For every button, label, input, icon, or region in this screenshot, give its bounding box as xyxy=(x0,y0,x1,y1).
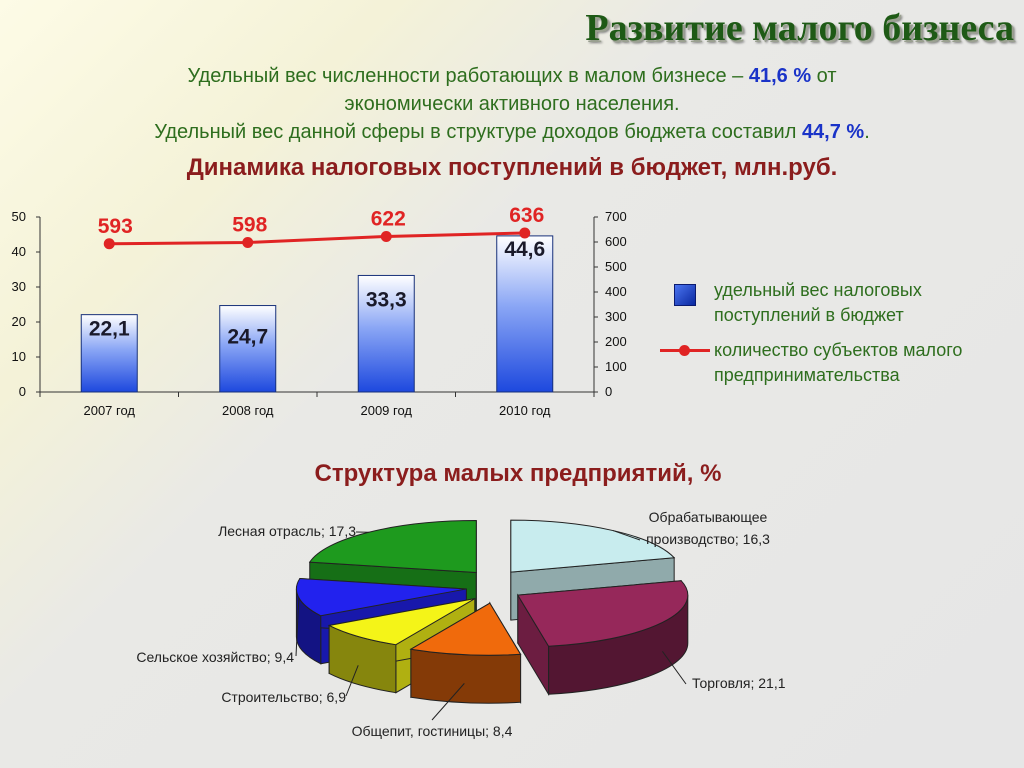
intro-line-1-tail: от xyxy=(811,65,837,87)
left-tick-label: 10 xyxy=(12,349,26,364)
right-tick-label: 100 xyxy=(605,359,627,374)
category-label: 2008 год xyxy=(222,403,274,418)
line-point xyxy=(242,237,254,248)
pie-slice-top xyxy=(510,519,676,573)
pie-label: Лесная отрасль; 17,3 xyxy=(218,523,356,539)
combo-chart-legend: удельный вес налоговых поступлений в бюд… xyxy=(658,278,1018,398)
left-tick-label: 30 xyxy=(12,279,26,294)
page-title: Развитие малого бизнеса xyxy=(585,7,1014,49)
intro-line-1: Удельный вес численности работающих в ма… xyxy=(0,62,1024,90)
line-value-label: 598 xyxy=(232,214,267,237)
legend-line-label: количество субъектов малого предпринимат… xyxy=(714,340,963,385)
bar-value-label: 22,1 xyxy=(89,318,130,341)
legend-line-swatch xyxy=(660,345,710,356)
category-label: 2007 год xyxy=(83,403,135,418)
legend-item-line: количество субъектов малого предпринимат… xyxy=(658,338,1018,388)
employment-share-value: 41,6 % xyxy=(748,65,812,87)
pie-label: Торговля; 21,1 xyxy=(692,675,786,691)
right-tick-label: 300 xyxy=(605,309,627,324)
category-label: 2009 год xyxy=(360,403,412,418)
pie-slice-wall xyxy=(410,648,522,704)
intro-line-1-text: Удельный вес численности работающих в ма… xyxy=(187,65,749,87)
line-value-label: 622 xyxy=(371,208,406,231)
bar-value-label: 24,7 xyxy=(227,326,268,349)
right-tick-label: 500 xyxy=(605,259,627,274)
legend-item-bars: удельный вес налоговых поступлений в бюд… xyxy=(658,278,1018,328)
intro-line-3-tail: . xyxy=(864,121,870,143)
right-tick-label: 400 xyxy=(605,284,627,299)
pie-slice xyxy=(516,580,689,697)
pie-label: Общепит, гостиницы; 8,4 xyxy=(352,723,513,739)
pie-label: Строительство; 6,9 xyxy=(221,689,346,705)
right-tick-label: 0 xyxy=(605,384,612,399)
pie-slice-top xyxy=(409,602,522,656)
pie-slice-top xyxy=(516,580,689,647)
pie-slice-top xyxy=(295,578,467,617)
right-tick-label: 700 xyxy=(605,209,627,224)
category-label: 2010 год xyxy=(499,403,551,418)
intro-line-3-text: Удельный вес данной сферы в структуре до… xyxy=(154,121,802,143)
right-tick-label: 600 xyxy=(605,234,627,249)
pie-chart: Обрабатывающее производство; 16,3 Торговля… xyxy=(136,509,786,739)
line-point xyxy=(519,227,531,239)
legend-bar-swatch xyxy=(674,284,696,306)
left-tick-label: 0 xyxy=(19,384,26,399)
pie-leader-line xyxy=(431,683,465,721)
line-point xyxy=(380,231,392,242)
pie-label: Сельское хозяйство; 9,4 xyxy=(136,649,294,665)
line-value-label: 593 xyxy=(98,215,133,238)
budget-share-value: 44,7 % xyxy=(801,121,865,143)
left-tick-label: 50 xyxy=(12,209,26,224)
pie-leader-line xyxy=(345,665,359,697)
legend-bar-label: удельный вес налоговых поступлений в бюд… xyxy=(714,280,922,325)
pie-label: производство; 16,3 xyxy=(646,531,770,547)
bar xyxy=(219,305,277,393)
pie-label: Обрабатывающее xyxy=(649,509,768,525)
bar xyxy=(80,314,138,393)
intro-line-3: Удельный вес данной сферы в структуре до… xyxy=(0,118,1024,146)
bar xyxy=(357,274,415,393)
line-point xyxy=(103,238,115,250)
pie-leader-line xyxy=(295,597,300,657)
pie-slice-top xyxy=(327,598,476,646)
left-tick-label: 40 xyxy=(12,244,26,259)
pie-chart-title: Структура малых предприятий, % xyxy=(314,460,722,487)
pie-slice xyxy=(409,601,522,705)
bar-value-label: 33,3 xyxy=(366,288,407,311)
bar xyxy=(496,235,554,393)
intro-line-2: экономически активного населения. xyxy=(344,93,680,115)
intro-text: Удельный вес численности работающих в ма… xyxy=(0,62,1024,146)
left-tick-label: 20 xyxy=(12,314,26,329)
pie-leader-line xyxy=(661,650,687,685)
right-tick-label: 200 xyxy=(605,334,627,349)
line-series xyxy=(109,231,525,246)
combo-chart-title: Динамика налоговых поступлений в бюджет,… xyxy=(186,154,838,181)
bar-value-label: 44,6 xyxy=(504,238,545,261)
line-value-label: 636 xyxy=(509,204,544,227)
pie-leader-line xyxy=(612,530,641,541)
